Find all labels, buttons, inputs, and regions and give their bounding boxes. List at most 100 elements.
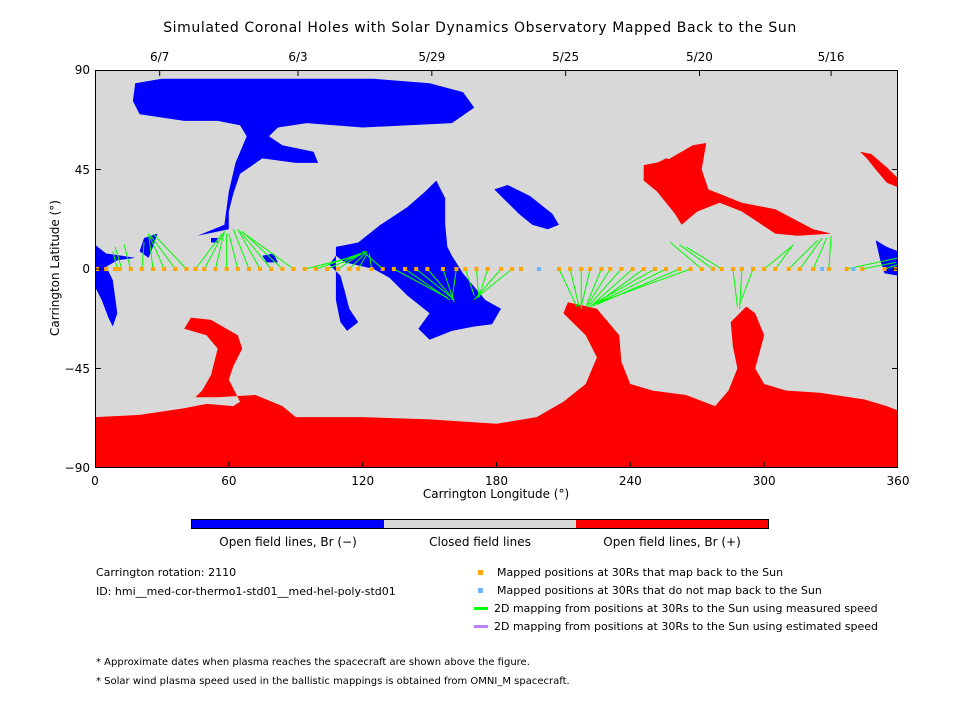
top-date-label: 5/20 [685, 50, 713, 64]
mapped-point-8 [173, 267, 178, 271]
y-tick-label: 90 [74, 63, 90, 77]
mapped-point-61 [786, 267, 791, 271]
legend-measured-label: 2D mapping from positions at 30Rs to the… [494, 602, 878, 615]
colorbar-closed [384, 520, 576, 528]
mapped-point-44 [599, 267, 604, 271]
mapped-point-2 [113, 267, 118, 271]
measured-mapping-line-50 [670, 242, 703, 270]
measured-mapping-line-2 [123, 244, 132, 270]
mapped-point-17 [269, 267, 274, 271]
chart-title: Simulated Coronal Holes with Solar Dynam… [163, 20, 797, 36]
legend-measured: 2D mapping from positions at 30Rs to the… [474, 602, 878, 615]
mapped-point-64 [826, 267, 831, 271]
measured-mapping-line-23 [357, 253, 368, 270]
colorbar-open-negative [192, 520, 384, 528]
measured-mapping-line-4 [148, 233, 154, 270]
y-tick-label: 0 [82, 262, 90, 276]
top-date-label: 5/16 [817, 50, 845, 64]
open-negative-region-4 [494, 185, 559, 230]
mapped-point-22 [324, 267, 329, 271]
mapped-point-56 [730, 267, 735, 271]
mapped-point-7 [162, 267, 167, 271]
mapped-point-6 [150, 267, 155, 271]
unmapped-point-2 [851, 267, 856, 271]
mapped-point-21 [313, 267, 318, 271]
legend-measured-line [474, 607, 488, 610]
legend-unmapped-marker [478, 588, 483, 593]
measured-mapping-line-52 [685, 246, 723, 270]
measured-mapping-line-47 [594, 268, 667, 305]
measured-mapping-line-59 [799, 237, 823, 270]
measured-mapping-line-55 [739, 268, 754, 305]
mapped-point-59 [762, 267, 767, 271]
measured-mapping-line-49 [598, 268, 691, 303]
open-positive-region-3 [657, 158, 675, 166]
note-speed: * Solar wind plasma speed used in the ba… [96, 676, 570, 687]
measured-mapping-line-40 [580, 268, 591, 307]
mapped-point-58 [751, 267, 756, 271]
mapped-point-41 [568, 267, 573, 271]
mapped-point-23 [336, 267, 341, 271]
measured-mapping-line-51 [679, 244, 714, 270]
measured-mapping-line-0 [112, 251, 118, 270]
measured-mapping-line-18 [304, 255, 359, 270]
mapped-point-28 [391, 267, 396, 271]
measured-mapping-line-17 [244, 233, 294, 270]
measured-mapping-line-12 [228, 233, 239, 270]
mapped-point-25 [356, 267, 361, 271]
y-tick-label: −90 [64, 461, 90, 475]
x-tick-label: 180 [485, 474, 508, 488]
open-negative-region-1 [95, 244, 136, 327]
measured-mapping-line-31 [451, 268, 457, 301]
mapped-point-66 [860, 267, 865, 271]
carrington-rotation: Carrington rotation: 2110 [96, 566, 237, 579]
mapped-point-5 [139, 267, 144, 271]
measured-mapping-line-37 [558, 268, 578, 307]
measured-mapping-line-44 [589, 268, 633, 307]
measured-mapping-line-33 [475, 268, 480, 296]
measured-mapping-line-26 [393, 268, 448, 299]
unmapped-point-1 [820, 267, 825, 271]
mapped-point-62 [797, 267, 802, 271]
legend-unmapped: Mapped positions at 30Rs that do not map… [478, 584, 822, 597]
legend-unmapped-label: Mapped positions at 30Rs that do not map… [497, 584, 822, 597]
colorbar-open-positive [576, 520, 768, 528]
mapped-point-65 [844, 267, 849, 271]
measured-mapping-line-58 [788, 239, 819, 270]
measured-mapping-line-36 [476, 268, 513, 299]
mapped-point-9 [184, 267, 189, 271]
mapped-point-50 [664, 267, 669, 271]
mapped-point-47 [630, 267, 635, 271]
measured-mapping-line-9 [203, 231, 225, 270]
measured-mapping-line-14 [237, 228, 261, 270]
colorbar-label-open-positive: Open field lines, Br (+) [603, 535, 741, 549]
x-tick-label: 60 [221, 474, 237, 488]
mapped-point-48 [641, 267, 646, 271]
y-axis-label: Carrington Latitude (°) [48, 200, 62, 336]
measured-mapping-line-46 [592, 268, 656, 305]
mapped-point-46 [619, 267, 624, 271]
measured-mapping-line-27 [404, 268, 450, 301]
mapped-point-51 [677, 267, 682, 271]
mapped-point-34 [463, 267, 468, 271]
legend-estimated-line [474, 625, 488, 628]
measured-mapping-line-8 [194, 233, 223, 270]
mapped-point-31 [425, 267, 430, 271]
measured-mapping-line-28 [415, 268, 453, 299]
mapped-point-67 [882, 267, 887, 271]
note-dates: * Approximate dates when plasma reaches … [96, 657, 530, 668]
mapped-point-60 [773, 267, 778, 271]
legend-mapped-label: Mapped positions at 30Rs that map back t… [497, 566, 784, 579]
mapped-point-37 [498, 267, 503, 271]
measured-mapping-line-19 [315, 253, 361, 270]
mapped-point-12 [213, 267, 218, 271]
mapped-point-52 [688, 267, 693, 271]
top-date-label: 5/25 [552, 50, 580, 64]
mapped-point-16 [258, 267, 263, 271]
mapped-point-30 [414, 267, 419, 271]
mapped-point-40 [556, 267, 561, 271]
y-tick-label: 45 [74, 162, 90, 177]
mapped-point-4 [128, 267, 133, 271]
x-tick-label: 360 [886, 474, 910, 488]
measured-mapping-line-21 [337, 250, 366, 270]
